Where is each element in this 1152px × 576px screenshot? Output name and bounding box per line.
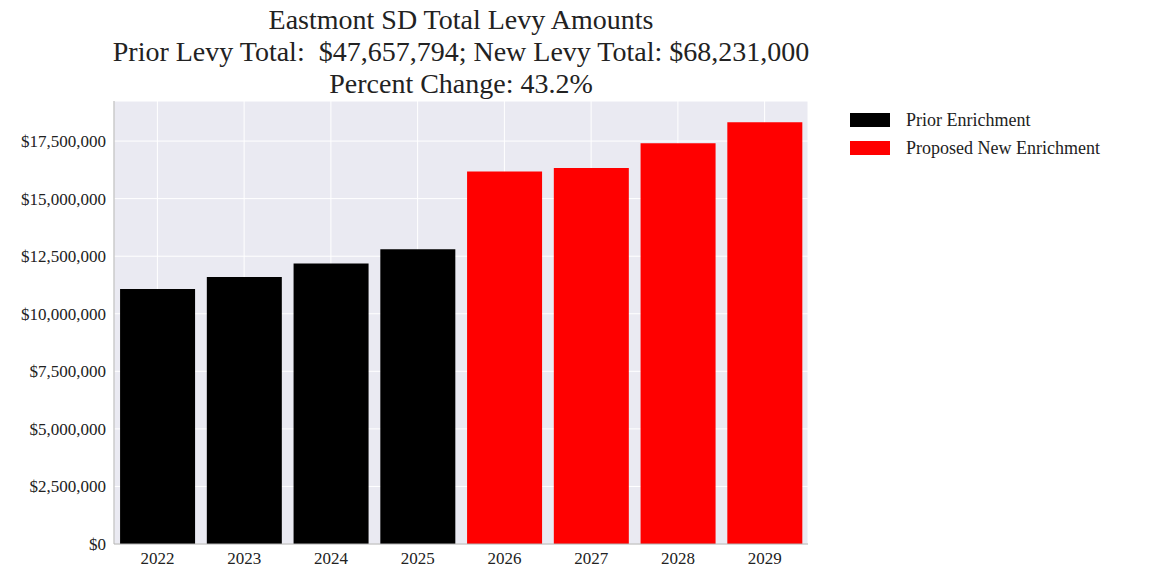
svg-text:2027: 2027 xyxy=(574,549,609,568)
svg-text:$0: $0 xyxy=(89,535,106,554)
svg-text:$17,500,000: $17,500,000 xyxy=(21,132,106,151)
svg-text:2026: 2026 xyxy=(487,549,521,568)
svg-text:2023: 2023 xyxy=(227,549,261,568)
html-text:Eastmont SD Total Levy Amounts: Eastmont SD Total Levy Amounts xyxy=(268,4,654,35)
svg-text:$10,000,000: $10,000,000 xyxy=(21,305,106,324)
svg-text:$7,500,000: $7,500,000 xyxy=(30,362,107,381)
svg-text:2028: 2028 xyxy=(661,549,695,568)
svg-text:2022: 2022 xyxy=(140,549,174,568)
svg-text:$15,000,000: $15,000,000 xyxy=(21,190,106,209)
svg-text:$2,500,000: $2,500,000 xyxy=(30,477,107,496)
html-text:Prior Enrichment: Prior Enrichment xyxy=(906,109,1031,130)
html-text:Percent Change: 43.2%: Percent Change: 43.2% xyxy=(329,68,593,99)
svg-text:2025: 2025 xyxy=(401,549,435,568)
svg-text:2029: 2029 xyxy=(748,549,782,568)
svg-text:$12,500,000: $12,500,000 xyxy=(21,247,106,266)
svg-text:2024: 2024 xyxy=(314,549,349,568)
html-text:Proposed New Enrichment: Proposed New Enrichment xyxy=(906,137,1100,158)
svg-text:$5,000,000: $5,000,000 xyxy=(30,420,107,439)
html-text:Prior Levy Total: $47,657,794;: Prior Levy Total: $47,657,794; New Levy … xyxy=(112,36,810,67)
